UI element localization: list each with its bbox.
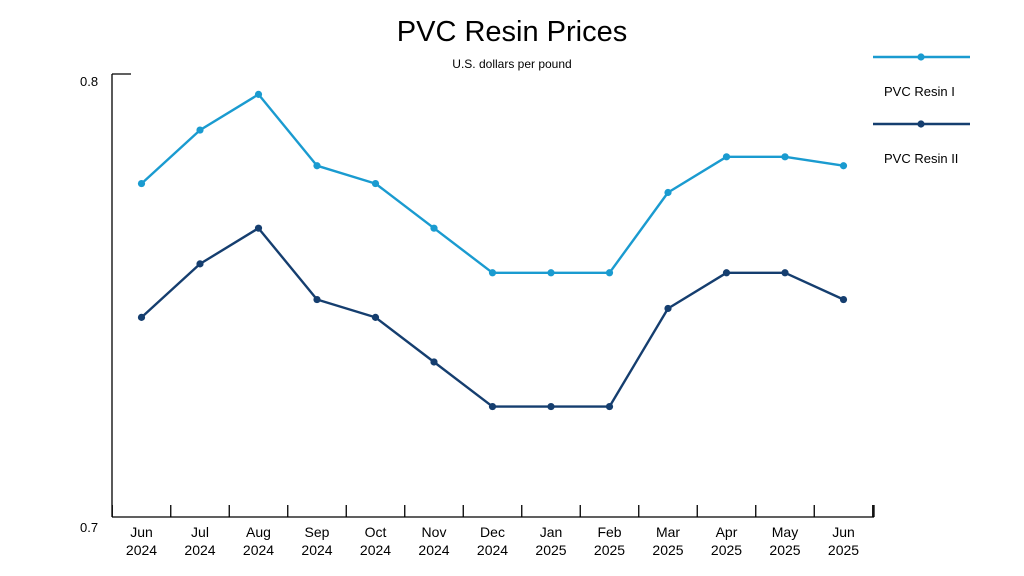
chart-title: PVC Resin Prices bbox=[396, 16, 628, 48]
x-tick-label-year: 2024 bbox=[243, 542, 274, 558]
series-2-point bbox=[605, 402, 614, 411]
series-1-point bbox=[196, 126, 204, 134]
series-line-1 bbox=[140, 93, 844, 274]
x-tick-label-month: Jul bbox=[191, 524, 209, 540]
x-tick-label-month: Jan bbox=[540, 524, 563, 540]
x-tick-label-year: 2024 bbox=[360, 542, 391, 558]
series-1-point bbox=[254, 90, 263, 98]
x-tick-label-month: Jun bbox=[130, 524, 153, 540]
x-tick-label-month: Nov bbox=[422, 524, 447, 540]
x-tick-label-year: 2025 bbox=[535, 542, 566, 558]
x-tick-label-year: 2025 bbox=[769, 542, 800, 558]
series-2-point bbox=[722, 269, 731, 277]
x-tick-label-year: 2025 bbox=[594, 542, 625, 558]
series-1-point bbox=[313, 162, 321, 170]
x-tick-label-month: May bbox=[772, 524, 798, 540]
series-1-point bbox=[430, 224, 438, 232]
y-tick-label: 0.8 bbox=[80, 74, 98, 89]
series-2-point bbox=[137, 313, 146, 321]
x-tick-label-month: Jun bbox=[832, 524, 855, 540]
series-2-point bbox=[547, 402, 555, 411]
chart-axes: 0.7 0.8 bbox=[80, 73, 874, 535]
series-1-point bbox=[839, 162, 848, 170]
series-1-point bbox=[664, 188, 672, 197]
legend-label-1: PVC Resin I bbox=[884, 84, 955, 99]
x-tick-label-year: 2024 bbox=[418, 542, 449, 558]
series-2-point bbox=[430, 358, 438, 366]
x-tick-label-month: Aug bbox=[246, 524, 271, 540]
x-tick-label-month: Dec bbox=[480, 524, 505, 540]
x-tick-label-month: Feb bbox=[597, 524, 621, 540]
x-tick-label-year: 2024 bbox=[477, 542, 508, 558]
series-2-point bbox=[254, 224, 263, 232]
series-line-2 bbox=[140, 226, 844, 408]
legend-label-2: PVC Resin II bbox=[884, 151, 958, 166]
series-1-point bbox=[605, 269, 614, 277]
x-tick-label-month: Mar bbox=[656, 524, 680, 540]
series-1-point bbox=[488, 269, 497, 277]
x-tick-label-year: 2025 bbox=[652, 542, 683, 558]
series-2-point bbox=[371, 313, 380, 321]
chart-subtitle: U.S. dollars per pound bbox=[452, 57, 572, 71]
x-axis-ticks: Jun 2024 Jul 2024 Aug 2024 Sep 2024 Oct 2024 Nov 20… bbox=[111, 505, 875, 558]
x-tick-label-year: 2024 bbox=[126, 542, 157, 558]
series-2-point bbox=[488, 402, 497, 411]
series-lines bbox=[137, 90, 848, 411]
series-1-point bbox=[547, 269, 555, 277]
legend-marker-1 bbox=[917, 53, 925, 61]
series-2-point bbox=[781, 269, 789, 277]
series-1-point bbox=[722, 153, 731, 161]
x-tick-label-year: 2025 bbox=[828, 542, 859, 558]
series-2-point bbox=[196, 260, 204, 268]
series-2-point bbox=[664, 304, 672, 313]
y-tick-label: 0.7 bbox=[80, 520, 98, 535]
series-2-point bbox=[313, 295, 321, 304]
x-tick-label-month: Apr bbox=[716, 524, 738, 540]
chart-legend: PVC Resin I PVC Resin II bbox=[873, 53, 970, 166]
x-tick-label-year: 2025 bbox=[711, 542, 742, 558]
x-tick-label-year: 2024 bbox=[301, 542, 332, 558]
series-1-point bbox=[781, 153, 789, 161]
x-tick-label-month: Sep bbox=[305, 524, 330, 540]
x-tick-label-month: Oct bbox=[365, 524, 387, 540]
series-1-point bbox=[137, 179, 146, 188]
x-tick-label-year: 2024 bbox=[184, 542, 215, 558]
series-1-point bbox=[371, 179, 380, 188]
series-2-point bbox=[839, 295, 848, 304]
legend-marker-2 bbox=[917, 120, 925, 128]
